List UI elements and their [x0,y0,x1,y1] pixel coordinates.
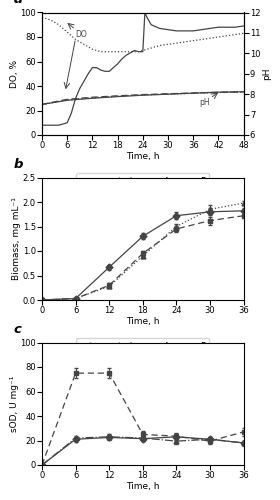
Legend: control, A, B: control, A, B [76,338,209,354]
Y-axis label: DO, %: DO, % [10,60,18,88]
X-axis label: Time, h: Time, h [126,316,160,326]
X-axis label: Time, h: Time, h [126,482,160,490]
Text: DO: DO [76,30,87,39]
Y-axis label: Biomass, mg mL⁻¹: Biomass, mg mL⁻¹ [12,198,21,280]
Legend: control, A, B: control, A, B [76,174,209,189]
X-axis label: Time, h: Time, h [126,152,160,160]
Y-axis label: sOD, U mg⁻¹: sOD, U mg⁻¹ [10,376,18,432]
Text: b: b [14,158,23,172]
Text: pH: pH [199,98,210,108]
Y-axis label: pH: pH [262,68,271,80]
Text: c: c [14,324,22,336]
Text: a: a [14,0,23,6]
